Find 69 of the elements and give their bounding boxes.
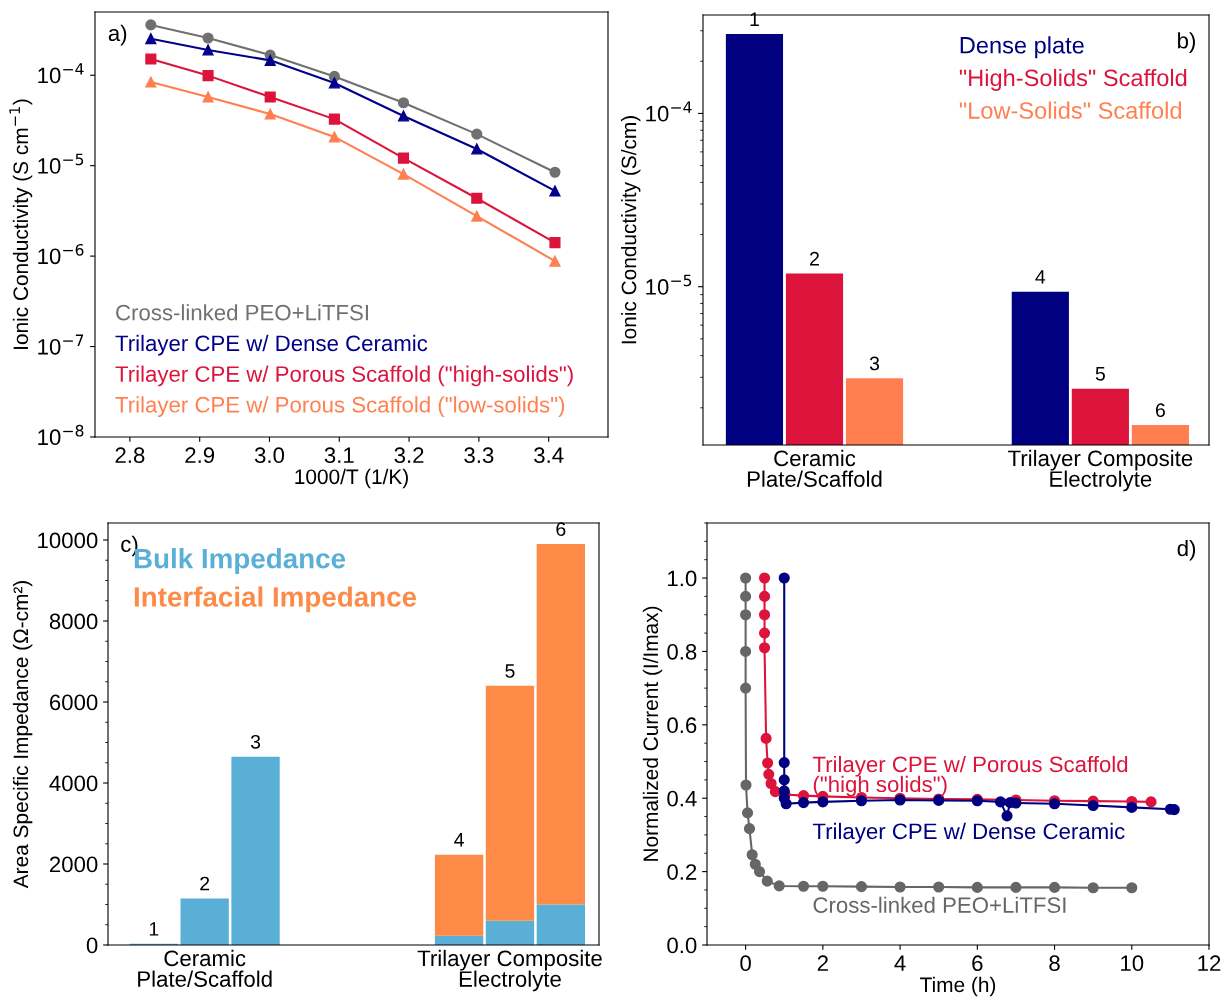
y-tick-label: 6000 <box>49 694 98 711</box>
x-tick-label: Ceramic Plate/Scaffold <box>138 949 272 987</box>
x-tick-label: 3.2 <box>394 447 424 464</box>
x-axis-title: Time (h) <box>920 976 996 997</box>
y-tick-label: 10$^{−5}$ <box>38 153 84 174</box>
y-tick-label: 1.0 <box>668 570 697 587</box>
x-tick-label: Ceramic Plate/Scaffold <box>747 449 882 487</box>
y-tick-label: 10$^{−6}$ <box>38 243 84 265</box>
series-label: Trilayer CPE w/ Porous Scaffold ("high solids") <box>812 755 1128 797</box>
text: Trilayer CPE w/ Dense Ceramic <box>115 334 428 356</box>
text: Trilayer CPE w/ Porous Scaffold ("high-solids") <box>115 365 573 387</box>
x-tick-label: 10 <box>1121 955 1144 972</box>
text: Trilayer CPE w/ Porous Scaffold ("low-solids") <box>115 396 565 417</box>
annotation: a) <box>108 24 127 46</box>
x-tick-label: 8 <box>1049 955 1060 972</box>
x-tick-label: 0 <box>740 955 751 972</box>
annotation: 6 <box>1155 403 1165 418</box>
y-axis-title: Ionic Conductivity (S cm$^{−1}$) <box>9 99 33 349</box>
annotation: 5 <box>1095 367 1105 381</box>
annotation: 3 <box>869 356 880 371</box>
y-axis-title: Normalized Current (I/Imax) <box>642 606 663 861</box>
x-tick-label: 3.0 <box>254 447 285 464</box>
y-tick-label: 10$^{−7}$ <box>38 334 84 355</box>
x-tick-label: Trilayer Composite Electrolyte <box>1008 449 1193 492</box>
series-label: Cross-linked PEO+LiTFSI <box>813 896 1066 913</box>
y-tick-label: 4000 <box>49 775 98 792</box>
y-tick-label: 0.0 <box>667 937 697 954</box>
annotation: 1 <box>750 12 759 26</box>
y-tick-label: 10000 <box>38 532 98 549</box>
y-tick-label: 2000 <box>49 856 98 873</box>
annotation: b) <box>1178 32 1195 53</box>
x-tick-label: 4 <box>894 955 906 971</box>
x-tick-label: Trilayer Composite Electrolyte <box>417 949 602 992</box>
annotation: 4 <box>454 833 464 847</box>
series-label: Trilayer CPE w/ Dense Ceramic <box>812 822 1125 844</box>
x-tick-label: 2.9 <box>185 447 215 464</box>
text: "Low-Solids" Scaffold <box>959 101 1181 119</box>
annotation: 4 <box>1035 270 1046 284</box>
text: "High-Solids" Scaffold <box>959 68 1187 91</box>
y-tick-label: 10$^{−4}$ <box>646 101 692 122</box>
annotation: 3 <box>250 734 261 749</box>
x-tick-label: 2.8 <box>115 447 145 464</box>
y-tick-label: 10$^{−5}$ <box>646 274 692 295</box>
x-tick-label: 3.1 <box>324 447 354 464</box>
y-tick-label: 0.2 <box>667 864 697 880</box>
text: Cross-linked PEO+LiTFSI <box>116 304 368 321</box>
annotation: 6 <box>556 522 566 537</box>
y-tick-label: 10$^{−4}$ <box>38 63 84 84</box>
annotation: 2 <box>200 876 210 891</box>
y-tick-label: 0 <box>86 937 98 954</box>
annotation: 5 <box>505 664 515 678</box>
x-axis-title: 1000/T (1/K) <box>295 468 408 489</box>
y-tick-label: 0.4 <box>667 790 697 807</box>
annotation: 2 <box>810 251 819 266</box>
y-tick-label: 10$^{−8}$ <box>38 424 84 446</box>
annotation: 1 <box>149 922 159 936</box>
text: Dense plate <box>960 36 1084 59</box>
x-tick-label: 3.3 <box>464 447 494 464</box>
text: Interfacial Impedance <box>134 586 417 613</box>
y-axis-title: Area Specific Impedance (Ω-cm²) <box>12 581 33 889</box>
y-tick-label: 8000 <box>49 613 98 630</box>
y-tick-label: 0.8 <box>667 643 697 660</box>
y-axis-title: Ionic Conductivity (S/cm) <box>621 116 641 344</box>
x-tick-label: 3.4 <box>534 447 564 464</box>
x-tick-label: 6 <box>972 955 983 972</box>
y-tick-label: 0.6 <box>667 717 697 734</box>
annotation: d) <box>1177 539 1196 561</box>
x-tick-label: 12 <box>1198 955 1221 971</box>
x-tick-label: 2 <box>817 955 828 971</box>
